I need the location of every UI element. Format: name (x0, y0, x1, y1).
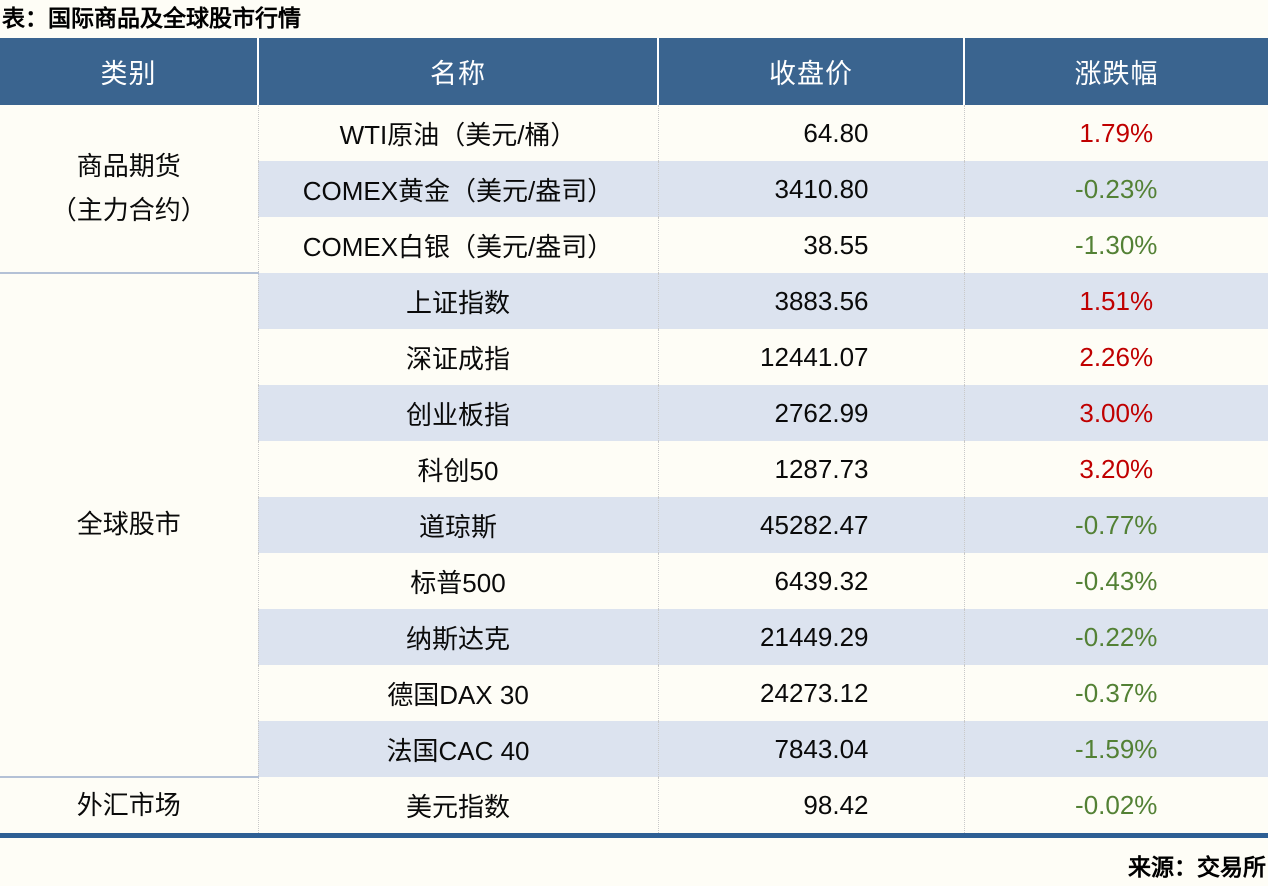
instrument-name: 科创50 (257, 441, 658, 498)
category-line: 商品期货 (76, 150, 181, 181)
close-price: 12441.07 (657, 329, 964, 386)
instrument-name: 创业板指 (257, 385, 658, 442)
instrument-name: 德国DAX 30 (257, 665, 658, 722)
close-price: 21449.29 (657, 609, 964, 666)
change-percent: -0.22% (963, 609, 1268, 666)
market-data-table: 类别 名称 收盘价 涨跌幅 商品期货 （主力合约） WTI原油（美元/桶） 64… (0, 38, 1268, 834)
table-row: 纳斯达克 21449.29 -0.22% (0, 609, 1268, 666)
change-percent: -0.43% (963, 553, 1268, 610)
table-title: 表：国际商品及全球股市行情 (2, 5, 301, 31)
close-price: 6439.32 (657, 553, 964, 610)
table-row: COMEX白银（美元/盎司） 38.55 -1.30% (0, 217, 1268, 274)
market-table: 类别 名称 收盘价 涨跌幅 商品期货 （主力合约） WTI原油（美元/桶） 64… (0, 38, 1268, 839)
category-cell-forex: 外汇市场 (0, 776, 259, 834)
change-percent: -0.23% (963, 161, 1268, 218)
close-price: 98.42 (657, 777, 964, 834)
instrument-name: WTI原油（美元/桶） (257, 105, 658, 162)
column-header-name: 名称 (257, 38, 658, 106)
instrument-name: 法国CAC 40 (257, 721, 658, 778)
column-header-category: 类别 (0, 38, 258, 106)
category-cell-commodities: 商品期货 （主力合约） (0, 105, 259, 274)
column-header-close: 收盘价 (657, 38, 964, 106)
table-row: 道琼斯 45282.47 -0.77% (0, 497, 1268, 554)
change-percent: -1.30% (963, 217, 1268, 274)
instrument-name: COMEX白银（美元/盎司） (257, 217, 658, 274)
instrument-name: 深证成指 (257, 329, 658, 386)
close-price: 2762.99 (657, 385, 964, 442)
close-price: 3410.80 (657, 161, 964, 218)
table-row: 外汇市场 美元指数 98.42 -0.02% (0, 776, 1268, 834)
change-percent: -0.37% (963, 665, 1268, 722)
table-row: 法国CAC 40 7843.04 -1.59% (0, 721, 1268, 778)
category-line: 外汇市场 (76, 789, 181, 820)
change-percent: 3.20% (963, 441, 1268, 498)
header-row: 类别 名称 收盘价 涨跌幅 (0, 38, 1268, 106)
close-price: 64.80 (657, 105, 964, 162)
instrument-name: 美元指数 (257, 777, 658, 834)
instrument-name: 纳斯达克 (257, 609, 658, 666)
table-row: 深证成指 12441.07 2.26% (0, 329, 1268, 386)
table-row: COMEX黄金（美元/盎司） 3410.80 -0.23% (0, 161, 1268, 218)
table-row: 全球股市 上证指数 3883.56 1.51% (0, 272, 1268, 778)
change-percent: 2.26% (963, 329, 1268, 386)
instrument-name: 标普500 (257, 553, 658, 610)
close-price: 7843.04 (657, 721, 964, 778)
source-note: 来源：交易所 (1128, 854, 1266, 881)
close-price: 45282.47 (657, 497, 964, 554)
table-row: 标普500 6439.32 -0.43% (0, 553, 1268, 610)
table-row: 创业板指 2762.99 3.00% (0, 385, 1268, 442)
table-row: 商品期货 （主力合约） WTI原油（美元/桶） 64.80 1.79% (0, 105, 1268, 274)
category-line: （主力合约） (50, 194, 207, 225)
table-row: 德国DAX 30 24273.12 -0.37% (0, 665, 1268, 722)
close-price: 24273.12 (657, 665, 964, 722)
category-cell-global-stocks: 全球股市 (0, 272, 259, 778)
column-header-change: 涨跌幅 (963, 38, 1268, 106)
close-price: 3883.56 (657, 273, 964, 330)
instrument-name: COMEX黄金（美元/盎司） (257, 161, 658, 218)
instrument-name: 上证指数 (257, 273, 658, 330)
change-percent: 1.51% (963, 273, 1268, 330)
change-percent: 1.79% (963, 105, 1268, 162)
change-percent: -0.77% (963, 497, 1268, 554)
change-percent: 3.00% (963, 385, 1268, 442)
close-price: 1287.73 (657, 441, 964, 498)
change-percent: -1.59% (963, 721, 1268, 778)
category-line: 全球股市 (76, 509, 181, 540)
instrument-name: 道琼斯 (257, 497, 658, 554)
close-price: 38.55 (657, 217, 964, 274)
table-row: 科创50 1287.73 3.20% (0, 441, 1268, 498)
change-percent: -0.02% (963, 777, 1268, 834)
